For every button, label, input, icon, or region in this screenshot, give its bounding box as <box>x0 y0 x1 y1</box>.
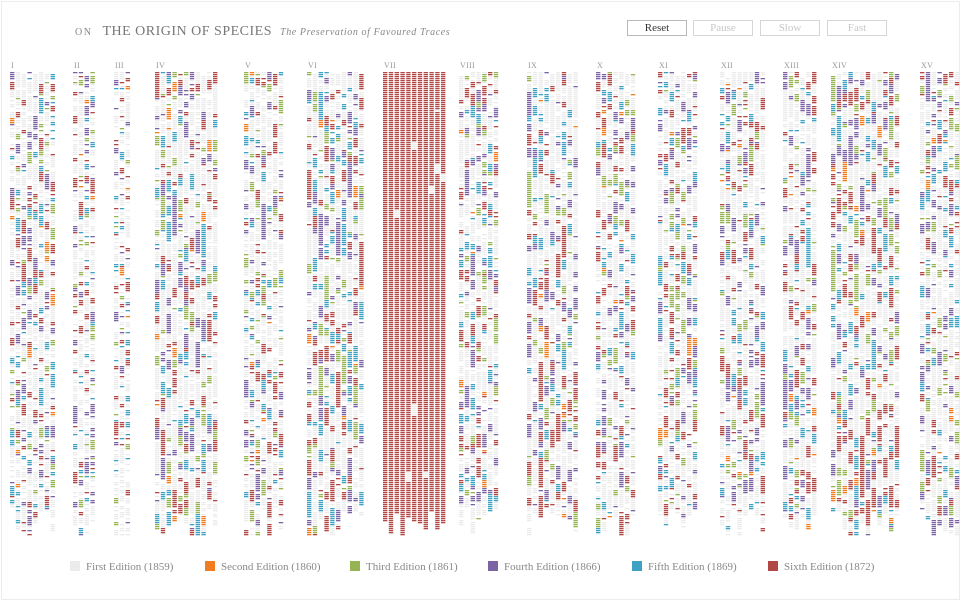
chapter-block <box>155 72 217 536</box>
chapter-label: IV <box>156 61 165 70</box>
chapter-label: XIII <box>784 61 799 70</box>
legend-label: Second Edition (1860) <box>221 561 321 573</box>
chapter-block <box>596 72 635 536</box>
chapter-block <box>307 72 364 536</box>
chapter-block <box>114 72 130 536</box>
legend-swatch-third <box>350 561 360 571</box>
legend-swatch-sixth <box>768 561 778 571</box>
legend-label: Third Edition (1861) <box>366 561 458 573</box>
reset-button[interactable]: Reset <box>627 20 687 36</box>
chapter-block <box>831 72 899 536</box>
fast-button[interactable]: Fast <box>827 20 887 36</box>
chapter-label: XV <box>921 61 933 70</box>
chapter-block <box>73 72 95 536</box>
page-title: THE ORIGIN OF SPECIES <box>102 24 272 39</box>
legend-item-first: First Edition (1859) <box>70 561 173 575</box>
legend-item-second: Second Edition (1860) <box>205 561 321 575</box>
chapter-label: II <box>74 61 80 70</box>
legend-item-fifth: Fifth Edition (1869) <box>632 561 737 575</box>
chapter-label: IX <box>528 61 537 70</box>
chapter-label: XII <box>721 61 733 70</box>
chapter-label: I <box>11 61 14 70</box>
legend-label: Sixth Edition (1872) <box>784 561 874 573</box>
chapter-label: XI <box>659 61 668 70</box>
page-header: on THE ORIGIN OF SPECIES The Preservatio… <box>75 22 450 42</box>
chapter-block <box>720 72 765 536</box>
legend-item-fourth: Fourth Edition (1866) <box>488 561 601 575</box>
chapter-block <box>658 72 697 527</box>
chapter-block <box>383 72 445 535</box>
legend-swatch-second <box>205 561 215 571</box>
edition-visualization: I II III IV V VI VII VIII IX X XI XII XIII XIV XV <box>0 58 963 536</box>
legend-swatch-fourth <box>488 561 498 571</box>
chapter-block <box>10 72 55 536</box>
legend-label: Fourth Edition (1866) <box>504 561 601 573</box>
chapter-block <box>527 72 578 536</box>
page-subtitle: The Preservation of Favoured Traces <box>280 27 450 38</box>
edition-legend: First Edition (1859) Second Edition (186… <box>0 561 963 575</box>
legend-swatch-first <box>70 561 80 571</box>
chapter-label: V <box>245 61 251 70</box>
legend-swatch-fifth <box>632 561 642 571</box>
chapter-label: VII <box>384 61 396 70</box>
chapter-label: XIV <box>832 61 847 70</box>
pause-button[interactable]: Pause <box>693 20 753 36</box>
chapter-block <box>244 72 283 536</box>
title-prefix: on <box>75 27 92 38</box>
chapter-label: X <box>597 61 603 70</box>
chapter-block <box>920 72 959 536</box>
slow-button[interactable]: Slow <box>760 20 820 36</box>
legend-label: Fifth Edition (1869) <box>648 561 737 573</box>
legend-item-third: Third Edition (1861) <box>350 561 458 575</box>
chapter-label: VIII <box>460 61 475 70</box>
chapter-label: III <box>115 61 124 70</box>
chapter-label: VI <box>308 61 317 70</box>
chapter-block <box>459 72 498 533</box>
chapter-block <box>783 72 816 529</box>
legend-label: First Edition (1859) <box>86 561 173 573</box>
legend-item-sixth: Sixth Edition (1872) <box>768 561 874 575</box>
